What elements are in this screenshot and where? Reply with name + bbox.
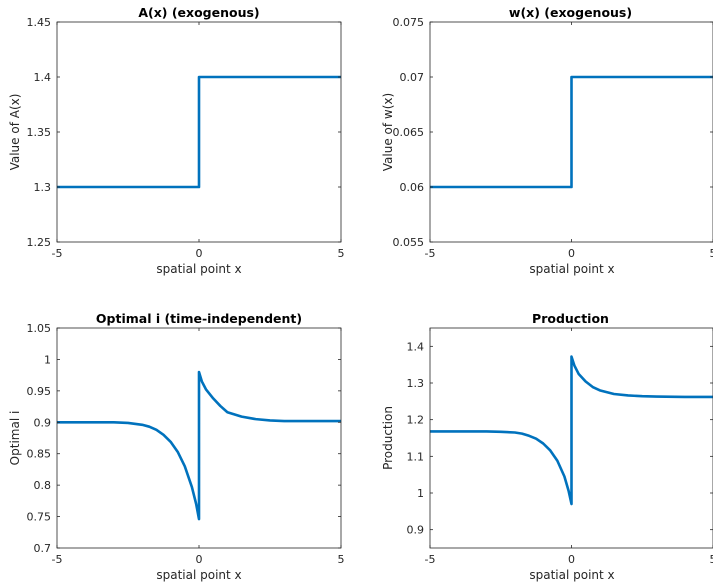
chart-title: Optimal i (time-independent) — [96, 311, 302, 326]
x-tick-label: -5 — [52, 553, 63, 566]
y-tick-label: 0.055 — [393, 236, 425, 249]
y-axis-label: Optimal i — [8, 411, 22, 466]
series-line — [430, 75, 713, 189]
y-tick-label: 0.75 — [27, 511, 52, 524]
series-line — [57, 75, 341, 189]
x-axis-label: spatial point x — [156, 262, 241, 276]
y-tick-label: 0.9 — [407, 524, 425, 537]
chart-title: Production — [532, 311, 609, 326]
x-tick-label: 5 — [710, 247, 713, 260]
y-tick-label: 1.45 — [27, 16, 52, 29]
y-tick-label: 1.4 — [407, 340, 425, 353]
y-tick-label: 1 — [44, 353, 51, 366]
y-tick-label: 0.065 — [393, 126, 425, 139]
y-tick-label: 0.95 — [27, 385, 52, 398]
y-tick-label: 1.2 — [407, 414, 425, 427]
chart-panel-4: -5 0 5 0.9 1 1.1 1.2 1.3 1.4 Production spatial po… — [381, 311, 713, 582]
y-axis-label: Value of A(x) — [8, 94, 22, 171]
x-tick-label: -5 — [52, 247, 63, 260]
y-tick-label: 1.3 — [34, 181, 52, 194]
y-tick-label: 0.7 — [34, 542, 52, 555]
x-tick-label: 0 — [568, 247, 575, 260]
y-tick-label: 1.05 — [27, 322, 52, 335]
y-tick-label: 0.9 — [34, 416, 52, 429]
y-tick-label: 0.07 — [400, 71, 425, 84]
x-tick-label: 0 — [568, 553, 575, 566]
x-axis-label: spatial point x — [529, 262, 614, 276]
chart-panel-2: -5 0 5 0.055 0.06 0.065 0.07 0.075 w(x) (exogeno… — [381, 5, 713, 276]
x-tick-label: 5 — [338, 247, 345, 260]
y-tick-label: 1.1 — [407, 450, 425, 463]
x-axis-label: spatial point x — [529, 568, 614, 582]
chart-title: A(x) (exogenous) — [138, 5, 259, 20]
x-tick-label: 0 — [196, 553, 203, 566]
x-axis-label: spatial point x — [156, 568, 241, 582]
y-tick-label: 1.4 — [34, 71, 52, 84]
series-line — [430, 355, 713, 506]
x-tick-label: 5 — [338, 553, 345, 566]
chart-panel-3: -5 0 5 0.7 0.75 0.8 0.85 0.9 0.95 1 1.05 Optimal i … — [8, 311, 345, 582]
x-tick-label: 0 — [196, 247, 203, 260]
x-tick-label: 5 — [710, 553, 713, 566]
series-line — [57, 370, 341, 521]
y-tick-label: 1.3 — [407, 377, 425, 390]
x-tick-label: -5 — [425, 553, 436, 566]
y-tick-label: 1.35 — [27, 126, 52, 139]
chart-panel-1: -5 0 5 1.25 1.3 1.35 1.4 1.45 A(x) (exogenous) sp… — [8, 5, 345, 276]
y-tick-label: 0.06 — [400, 181, 425, 194]
y-tick-label: 0.8 — [34, 479, 52, 492]
x-tick-label: -5 — [425, 247, 436, 260]
y-axis-label: Value of w(x) — [381, 93, 395, 171]
y-axis-label: Production — [381, 406, 395, 470]
y-tick-label: 0.075 — [393, 16, 425, 29]
y-tick-label: 1 — [417, 487, 424, 500]
y-tick-label: 1.25 — [27, 236, 52, 249]
y-tick-label: 0.85 — [27, 448, 52, 461]
chart-title: w(x) (exogenous) — [509, 5, 632, 20]
